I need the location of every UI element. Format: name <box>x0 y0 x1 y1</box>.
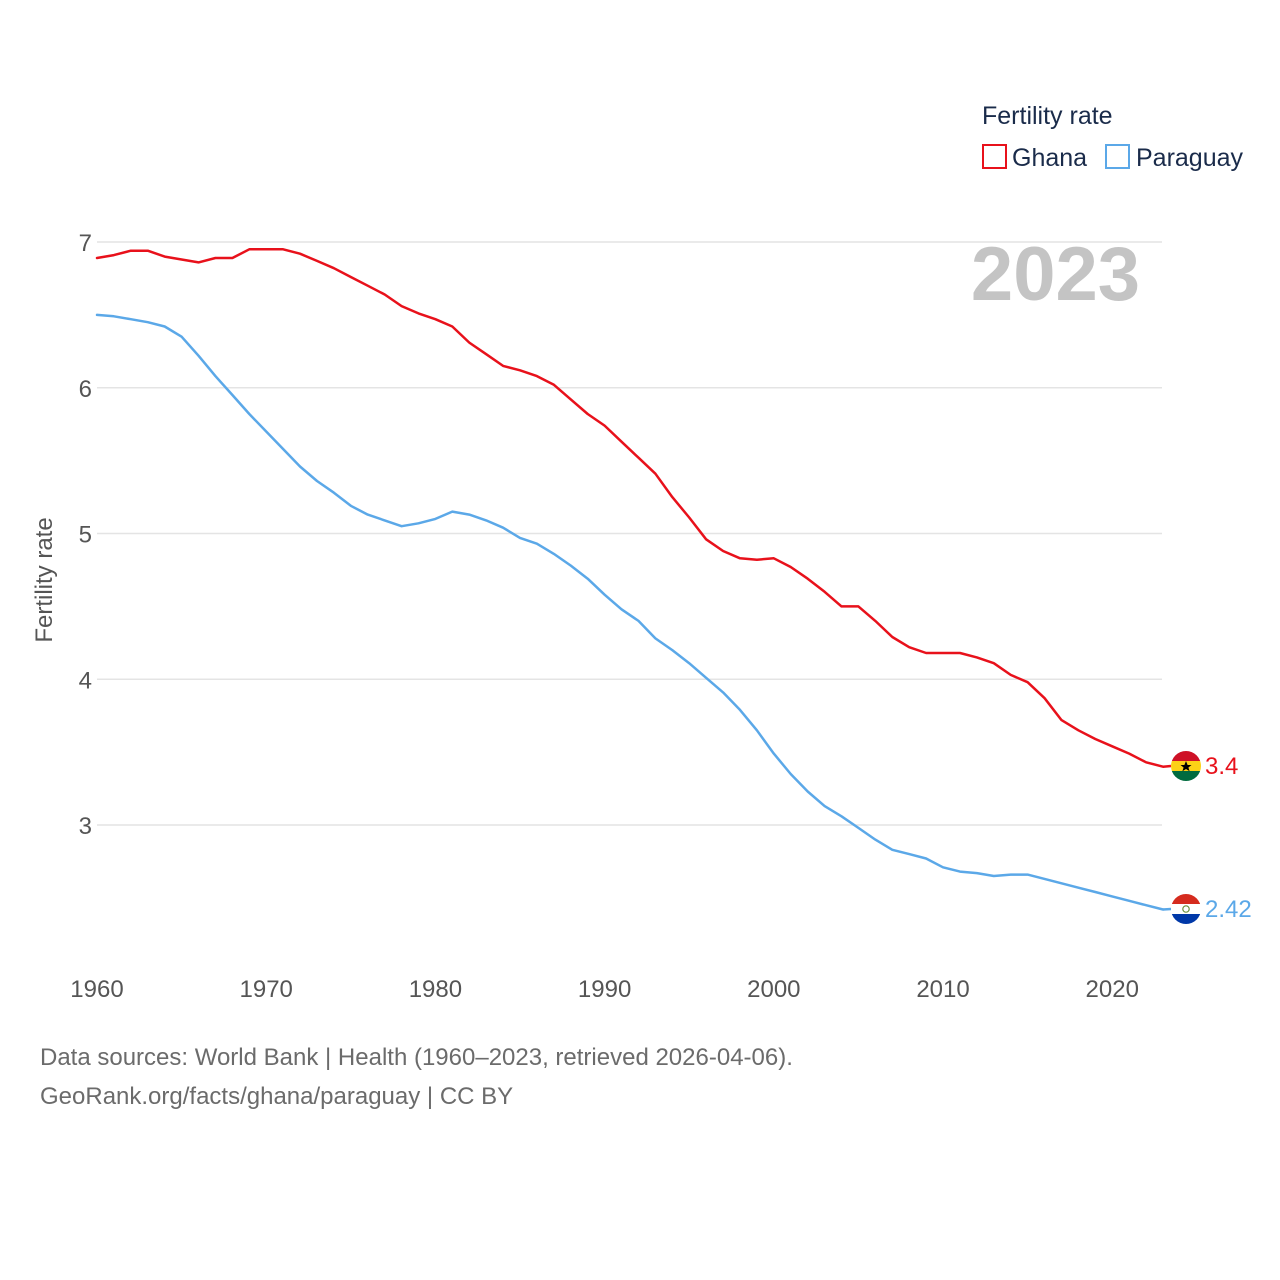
legend-label-paraguay[interactable]: Paraguay <box>1136 144 1244 172</box>
end-value-label-paraguay: 2.42 <box>1205 896 1252 923</box>
legend-label-ghana[interactable]: Ghana <box>1012 144 1087 172</box>
y-axis-ticks: 3 4 5 6 7 <box>79 230 92 840</box>
x-tick-label: 1970 <box>240 976 293 1003</box>
legend-swatch-ghana[interactable] <box>982 144 1007 169</box>
y-tick-label: 5 <box>79 522 92 549</box>
gridlines <box>97 241 1162 826</box>
x-axis-ticks: 1960 1970 1980 1990 2000 2010 2020 <box>70 976 1139 1003</box>
legend-swatch-paraguay[interactable] <box>1105 144 1130 169</box>
fertility-rate-chart: 3 4 5 6 7 1960 1970 1980 1990 2000 2010 2020 Ferti… <box>31 102 1252 1003</box>
x-tick-label: 1990 <box>578 976 631 1003</box>
y-tick-label: 6 <box>79 376 92 403</box>
x-tick-label: 2020 <box>1086 976 1139 1003</box>
x-tick-label: 2000 <box>747 976 800 1003</box>
legend: Fertility rate Ghana Paraguay <box>982 102 1244 172</box>
end-value-label-ghana: 3.4 <box>1205 753 1238 780</box>
footer-attribution[interactable]: GeoRank.org/facts/ghana/paraguay | CC BY <box>40 1083 514 1110</box>
series-line-paraguay[interactable] <box>95 313 1165 911</box>
y-tick-label: 3 <box>79 813 92 840</box>
x-tick-label: 1980 <box>409 976 462 1003</box>
series-end-connector-ghana <box>1162 764 1172 768</box>
legend-title: Fertility rate <box>982 102 1113 130</box>
y-tick-label: 4 <box>79 667 92 694</box>
x-tick-label: 1960 <box>70 976 123 1003</box>
ghana-flag-icon <box>1171 751 1201 781</box>
footer-sources: Data sources: World Bank | Health (1960–… <box>40 1044 793 1071</box>
y-tick-label: 7 <box>79 230 92 257</box>
paraguay-flag-icon <box>1171 894 1201 924</box>
year-label: 2023 <box>971 232 1140 317</box>
x-tick-label: 2010 <box>916 976 969 1003</box>
series-lines <box>95 248 1172 911</box>
series-line-ghana[interactable] <box>95 248 1165 768</box>
y-axis-label: Fertility rate <box>31 517 58 642</box>
series-end-connector-paraguay <box>1162 907 1172 911</box>
end-labels: 3.4 2.42 <box>1205 753 1252 923</box>
